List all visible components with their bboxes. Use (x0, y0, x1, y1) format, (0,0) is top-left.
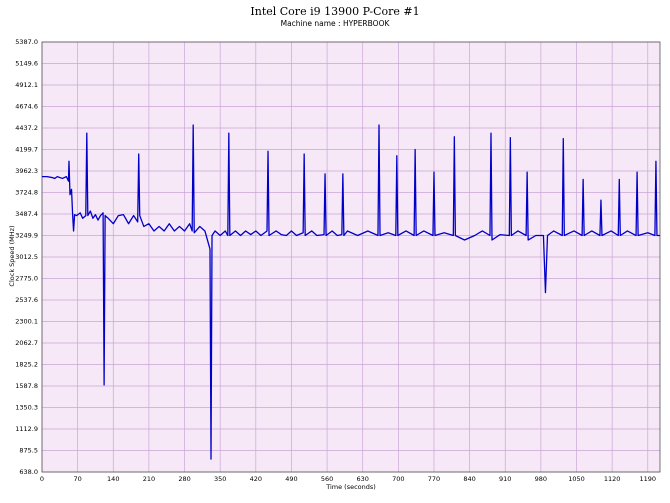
x-tick-label: 560 (321, 475, 333, 483)
x-tick-label: 0 (40, 475, 44, 483)
x-tick-label: 350 (214, 475, 226, 483)
x-tick-label: 210 (143, 475, 155, 483)
x-tick-label: 420 (250, 475, 262, 483)
chart-subtitle: Machine name : HYPERBOOK (281, 19, 391, 28)
y-tick-label: 3487.4 (15, 210, 38, 218)
chart-title: Intel Core i9 13900 P-Core #1 (250, 5, 419, 18)
x-tick-label: 910 (499, 475, 511, 483)
y-tick-label: 3962.3 (15, 167, 38, 175)
x-tick-label: 140 (107, 475, 119, 483)
x-tick-label: 630 (356, 475, 368, 483)
x-tick-label: 1190 (640, 475, 657, 483)
x-tick-label: 770 (428, 475, 440, 483)
x-tick-label: 700 (392, 475, 404, 483)
x-tick-label: 1120 (604, 475, 621, 483)
y-tick-label: 1587.8 (15, 382, 38, 390)
plot-frame (41, 41, 661, 473)
y-tick-label: 4912.1 (15, 81, 38, 89)
y-tick-label: 4674.6 (15, 103, 38, 111)
x-tick-label: 1050 (568, 475, 585, 483)
y-tick-label: 3012.5 (15, 253, 38, 261)
y-tick-label: 2775.0 (15, 275, 38, 283)
y-tick-label: 2300.1 (15, 318, 38, 326)
x-tick-label: 280 (178, 475, 190, 483)
y-tick-label: 5149.6 (15, 59, 38, 67)
y-tick-label: 2062.7 (15, 339, 38, 347)
data-line (42, 124, 660, 460)
y-tick-label: 1825.2 (15, 361, 38, 369)
x-tick-label: 70 (73, 475, 81, 483)
y-tick-label: 2537.6 (15, 296, 38, 304)
y-tick-label: 638.0 (19, 468, 38, 476)
y-tick-label: 4437.2 (15, 124, 38, 132)
y-tick-label: 1350.3 (15, 404, 38, 412)
y-tick-label: 4199.7 (15, 146, 38, 154)
x-tick-label: 490 (285, 475, 297, 483)
y-tick-label: 3724.8 (15, 189, 38, 197)
x-tick-label: 840 (463, 475, 475, 483)
y-tick-label: 3249.9 (15, 232, 38, 240)
x-tick-label: 980 (535, 475, 547, 483)
y-tick-label: 5387.0 (15, 38, 38, 46)
y-axis-label: Clock Speed (MHz) (8, 225, 16, 286)
x-axis-label: Time (seconds) (325, 483, 376, 491)
y-tick-label: 875.5 (19, 446, 38, 454)
y-tick-label: 1112.9 (15, 425, 38, 433)
